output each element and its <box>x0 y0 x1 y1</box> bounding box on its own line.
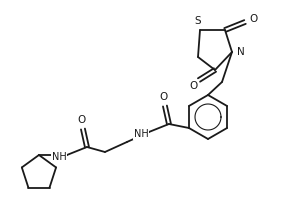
Text: NH: NH <box>52 152 66 162</box>
Text: S: S <box>195 16 201 26</box>
Text: O: O <box>249 14 257 24</box>
Text: O: O <box>189 81 197 91</box>
Text: O: O <box>78 115 86 125</box>
Text: NH: NH <box>134 129 148 139</box>
Text: N: N <box>237 47 245 57</box>
Text: O: O <box>160 92 168 102</box>
